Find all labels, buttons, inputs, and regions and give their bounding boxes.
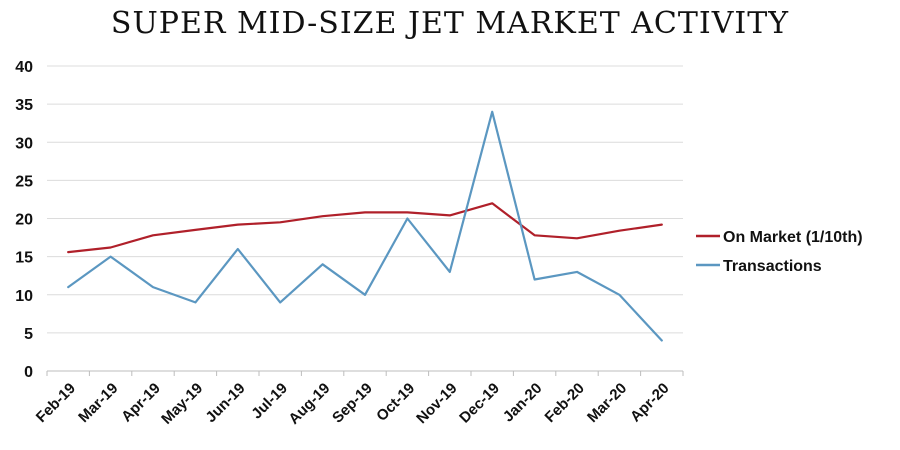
x-tick-label: Apr-20: [627, 380, 673, 426]
x-tick-label: Sep-19: [329, 380, 376, 427]
x-tick-label: Nov-19: [413, 380, 460, 427]
x-tick-label: Dec-19: [456, 380, 503, 427]
y-tick-label: 40: [15, 59, 33, 76]
x-tick-label: Feb-20: [542, 380, 588, 426]
y-tick-label: 15: [15, 250, 33, 267]
y-tick-label: 30: [15, 135, 33, 152]
series-lines: [67, 110, 663, 342]
chart-title: SUPER MID-SIZE JET MARKET ACTIVITY: [110, 6, 790, 41]
legend-entry: Transactions: [723, 258, 822, 275]
x-tick-label: Jun-19: [202, 380, 248, 426]
y-tick-label: 0: [24, 364, 33, 381]
x-tick-label: Jan-20: [500, 380, 546, 426]
x-tick-label: Aug-19: [285, 380, 333, 428]
x-tick-label: Feb-19: [33, 380, 79, 426]
y-tick-label: 10: [15, 288, 33, 305]
legend-entry: On Market (1/10th): [723, 229, 863, 246]
y-tick-label: 5: [24, 326, 33, 343]
y-axis-ticks: 0 5 10 15 20 25 30 35 40: [15, 59, 33, 381]
y-tick-label: 20: [15, 212, 33, 229]
x-tick-label: Mar-20: [584, 380, 630, 426]
grid-lines: [47, 65, 683, 372]
x-tick-label: May-19: [158, 380, 206, 428]
legend: On Market (1/10th) Transactions: [696, 229, 863, 275]
x-tick-label: Apr-19: [118, 380, 164, 426]
x-tick-label: Mar-19: [75, 380, 121, 426]
series-line-on-market: [67, 202, 663, 254]
y-tick-label: 35: [15, 97, 33, 114]
series-line-transactions: [67, 110, 663, 342]
y-tick-label: 25: [15, 173, 33, 190]
x-tick-label: Oct-19: [373, 380, 418, 425]
